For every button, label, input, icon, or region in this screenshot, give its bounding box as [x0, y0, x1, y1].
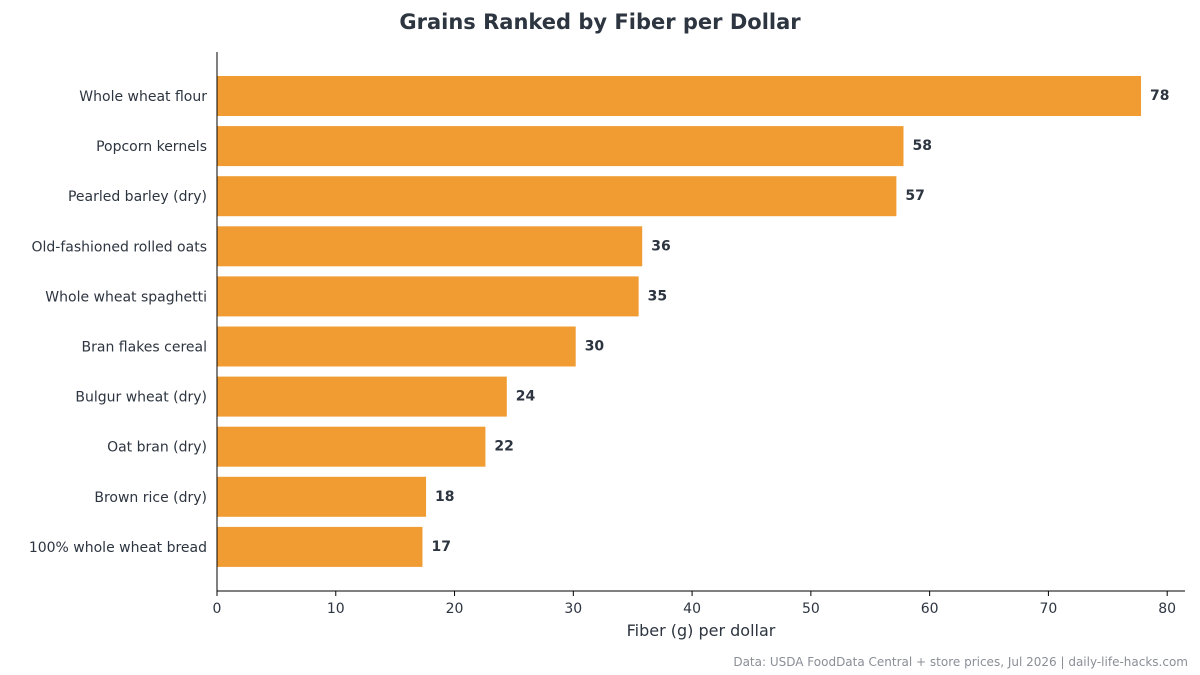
value-label: 35	[648, 288, 667, 304]
value-label: 58	[913, 138, 932, 154]
value-label: 17	[431, 539, 450, 555]
category-label: Brown rice (dry)	[94, 490, 207, 506]
chart-title: Grains Ranked by Fiber per Dollar	[399, 10, 801, 34]
category-label: Whole wheat flour	[79, 89, 207, 105]
x-tick-label: 50	[802, 601, 820, 617]
category-label: Bran flakes cereal	[82, 340, 207, 356]
x-tick-label: 10	[327, 601, 345, 617]
bar-bulgur-wheat-dry	[217, 376, 507, 417]
value-label: 57	[905, 188, 924, 204]
bar-oat-bran-dry	[217, 426, 486, 467]
x-axis-ticks: 0 10 20 30 40 50 60 70 80	[213, 591, 1176, 617]
value-label: 36	[651, 238, 670, 254]
bar-brown-rice-dry	[217, 476, 427, 517]
category-labels: Whole wheat flour Popcorn kernels Pearled …	[29, 89, 207, 556]
bar-pearled-barley-dry	[217, 176, 897, 217]
x-tick-label: 20	[446, 601, 464, 617]
value-label: 18	[435, 489, 454, 505]
bar-old-fashioned-rolled-oats	[217, 226, 643, 267]
category-label: Bulgur wheat (dry)	[75, 390, 207, 406]
category-label: Popcorn kernels	[96, 139, 207, 155]
bar-bran-flakes-cereal	[217, 326, 576, 367]
value-label: 22	[494, 439, 513, 455]
x-tick-label: 0	[213, 601, 222, 617]
x-tick-label: 30	[564, 601, 582, 617]
value-label: 78	[1150, 88, 1169, 104]
category-label: Whole wheat spaghetti	[45, 289, 207, 305]
x-tick-label: 70	[1039, 601, 1057, 617]
category-label: 100% whole wheat bread	[29, 540, 207, 556]
source-note: Data: USDA FoodData Central + store pric…	[733, 655, 1188, 669]
bar-whole-wheat-spaghetti	[217, 276, 639, 317]
value-labels: 78 58 57 36 35 30 24 22 18 17	[431, 88, 1169, 555]
x-tick-label: 80	[1158, 601, 1176, 617]
bar-popcorn-kernels	[217, 126, 904, 167]
bar-100-whole-wheat-bread	[217, 526, 423, 567]
x-tick-label: 60	[921, 601, 939, 617]
category-label: Old-fashioned rolled oats	[32, 239, 207, 255]
category-label: Oat bran (dry)	[107, 440, 207, 456]
bar-whole-wheat-flour	[217, 76, 1142, 116]
bars-layer	[217, 76, 1142, 567]
x-axis-title: Fiber (g) per dollar	[627, 621, 776, 640]
value-label: 30	[585, 339, 605, 355]
category-label: Pearled barley (dry)	[68, 189, 207, 205]
value-label: 24	[516, 389, 536, 405]
x-tick-label: 40	[683, 601, 701, 617]
